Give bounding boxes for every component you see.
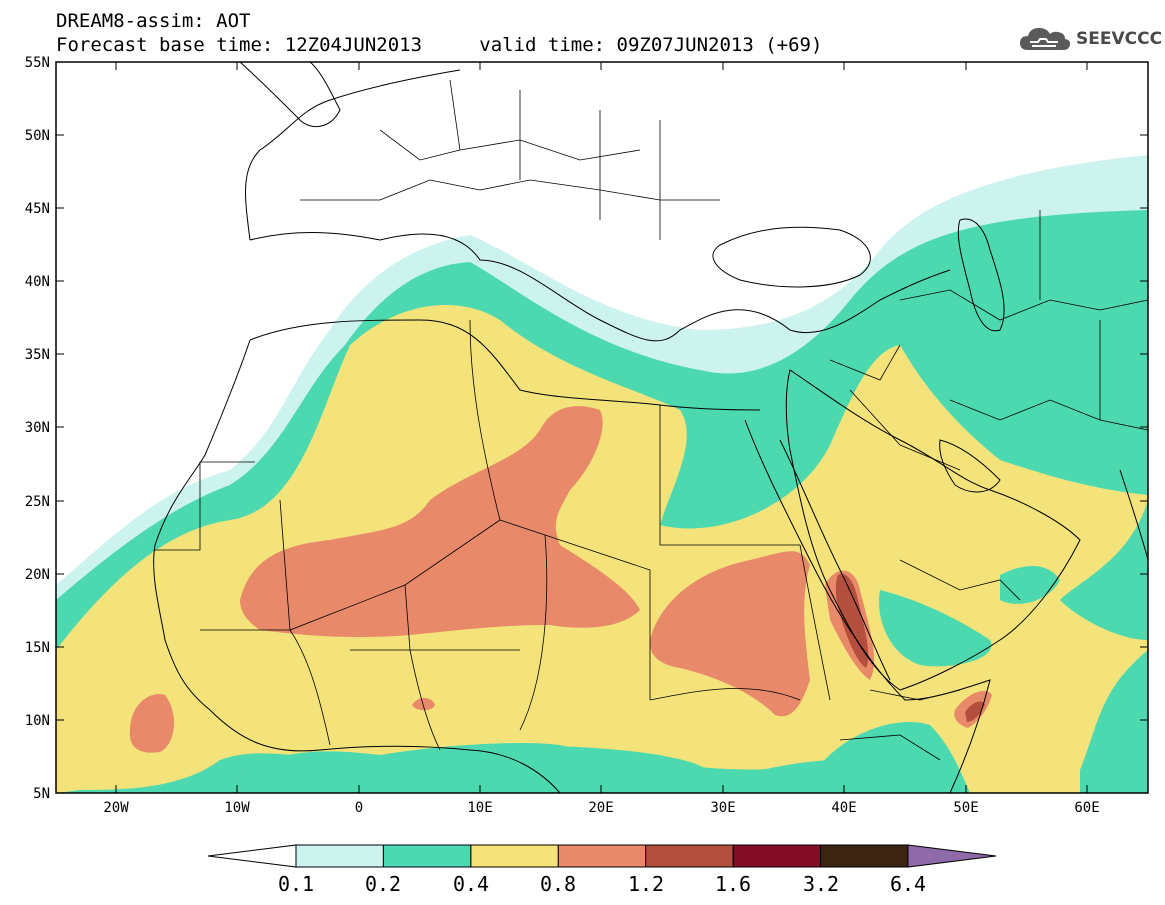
colorbar-boxes [295, 844, 909, 868]
lat-label: 25N [25, 494, 50, 510]
axis-ticks [56, 62, 1148, 793]
aot-contour-0.8-sudan [649, 551, 810, 717]
colorbar-high-arrow [907, 844, 997, 868]
lon-label: 60E [1074, 800, 1099, 816]
lon-label: 50E [953, 800, 978, 816]
lon-label: 10W [224, 800, 250, 816]
lat-label: 35N [25, 347, 50, 363]
colorbar-label: 0.4 [453, 872, 489, 896]
aot-teal-east [1060, 500, 1148, 640]
aot-teal-arabia [1000, 565, 1060, 604]
aot-contour-0.4 [56, 305, 1148, 793]
colorbar-low-arrow [207, 844, 297, 868]
forecast-times: Forecast base time: 12Z04JUN2013 valid t… [56, 34, 822, 56]
lon-labels: 20W 10W 0 10E 20E 30E 40E 50E 60E [103, 800, 1099, 816]
brand-name: SEEVCCC [1076, 29, 1163, 49]
lat-label: 55N [25, 55, 50, 71]
lon-label: 40E [831, 800, 856, 816]
lon-label: 20W [103, 800, 129, 816]
aot-field [56, 62, 1148, 793]
colorbar-box [645, 844, 734, 868]
colorbar-label: 0.8 [540, 872, 576, 896]
colorbar: 0.1 0.2 0.4 0.8 1.2 1.6 3.2 6.4 [207, 844, 997, 896]
colorbar-label: 0.2 [365, 872, 401, 896]
aot-contour-1.2-somalia [965, 701, 985, 722]
colorbar-labels: 0.1 0.2 0.4 0.8 1.2 1.6 3.2 6.4 [278, 872, 926, 896]
lat-label: 5N [33, 786, 50, 802]
valid-time-label: valid time: 09Z07JUN2013 (+69) [479, 34, 823, 56]
coastlines [153, 62, 1148, 793]
colorbar-label: 1.2 [628, 872, 664, 896]
colorbar-box [820, 844, 909, 868]
colorbar-label: 0.1 [278, 872, 314, 896]
lat-label: 40N [25, 274, 50, 290]
aot-contour-0.8-niger [412, 697, 435, 711]
aot-teal-gulf [879, 590, 992, 667]
aot-teal-south [220, 721, 970, 793]
lon-label: 20E [588, 800, 613, 816]
colorbar-box [470, 844, 559, 868]
colorbar-label: 6.4 [890, 872, 926, 896]
lat-label: 30N [25, 420, 50, 436]
base-time-label: Forecast base time: 12Z04JUN2013 [56, 34, 423, 56]
lon-label: 10E [467, 800, 492, 816]
colorbar-box [557, 844, 647, 868]
lat-labels: 55N 50N 45N 40N 35N 30N 25N 20N 15N 10N … [25, 55, 50, 802]
colorbar-box [732, 844, 822, 868]
lat-label: 20N [25, 567, 50, 583]
colorbar-label: 1.6 [715, 872, 751, 896]
aot-contour-0.8-sahara [240, 406, 640, 638]
lat-label: 50N [25, 128, 50, 144]
lat-label: 10N [25, 713, 50, 729]
lon-label: 0 [355, 800, 363, 816]
aot-contour-0.8-westafrica [129, 694, 175, 753]
cloud-icon [1020, 28, 1071, 50]
country-borders [155, 79, 1148, 761]
lat-label: 45N [25, 201, 50, 217]
lon-label: 30E [710, 800, 735, 816]
colorbar-box [295, 844, 384, 868]
lat-label: 15N [25, 640, 50, 656]
seevccc-logo: SEEVCCC [1018, 22, 1162, 56]
colorbar-box [382, 844, 472, 868]
colorbar-label: 3.2 [803, 872, 839, 896]
map-title: DREAM8-assim: AOT [56, 10, 251, 32]
